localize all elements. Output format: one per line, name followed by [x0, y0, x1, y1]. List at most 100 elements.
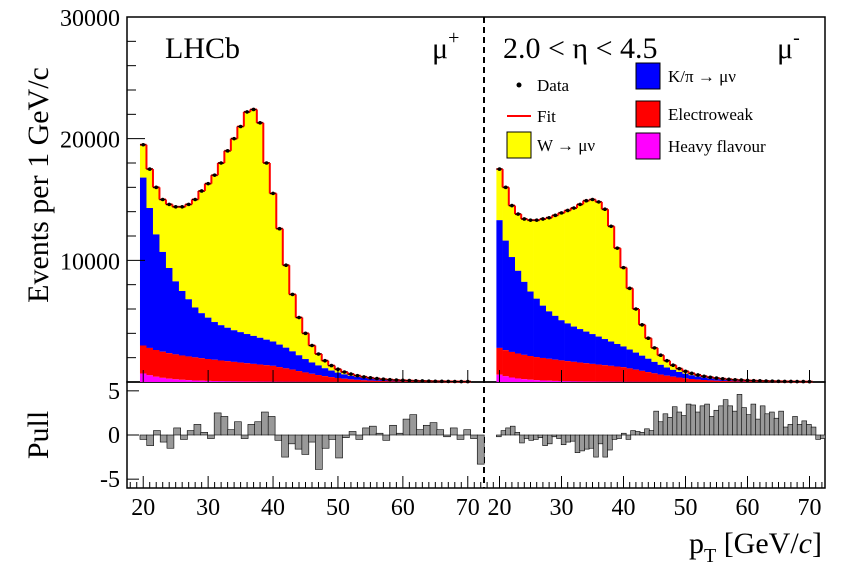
mu_minus-pull-bar [778, 410, 784, 436]
mu_minus-kpi-bar [515, 270, 522, 354]
mu_minus-ew-bar [670, 376, 677, 382]
mu_plus-hf-bar [243, 381, 251, 382]
mu-plus-sign: + [448, 27, 459, 49]
mu_minus-kpi-bar [645, 358, 652, 373]
mu_minus-pull-bar [750, 403, 757, 436]
mu_minus-pull-bar [653, 410, 659, 436]
mu_minus-pull-bar [746, 414, 752, 436]
mu_minus-ew-bar [713, 380, 720, 382]
mu_plus-kpi-bar [250, 335, 258, 364]
mu_minus-w-bar [645, 338, 652, 359]
mu_plus-w-bar [250, 109, 258, 336]
mu_minus-hf-bar [521, 379, 528, 382]
mu_minus-kpi-bar [601, 339, 609, 366]
mu_plus-pull-bar [315, 434, 323, 470]
mu_plus-ew-bar [367, 380, 374, 382]
mu_plus-pull-bar [281, 434, 289, 458]
mu_plus-pull-bar [328, 434, 337, 440]
mu_plus-pull-bar [369, 425, 377, 436]
mu_plus-pull-bar [220, 416, 229, 436]
mu_minus-pull-bar [764, 413, 770, 436]
mu_plus-pull-bar [308, 434, 316, 443]
mu_minus-pull-bar [662, 413, 669, 436]
mu_plus-ew-bar [191, 357, 199, 381]
mu_plus-hf-bar [224, 381, 232, 382]
mu-plus-label: μ+ [432, 27, 459, 65]
mu_plus-ew-bar [165, 353, 173, 379]
mu_plus-ew-bar [282, 368, 290, 382]
mu_minus-pull-bar [685, 403, 692, 436]
mu_minus-kpi-bar [608, 341, 615, 366]
mu_minus-ew-bar [725, 381, 733, 382]
mu_minus-hf-bar [533, 380, 541, 382]
mu_plus-ew-bar [263, 365, 271, 382]
mu_minus-hf-bar [552, 380, 559, 382]
mu_minus-ew-bar [719, 380, 727, 382]
mu_plus-kpi-bar [237, 332, 245, 363]
mu_plus-ew-bar [159, 351, 167, 378]
mu-minus-sign: - [793, 27, 800, 49]
y-tick-label: 10000 [60, 249, 120, 275]
legend: Data Fit W → μν K/π → μν Electroweak Hea… [506, 62, 766, 160]
mu_minus-hf-bar [570, 381, 578, 382]
mu_plus-kpi-bar [172, 281, 180, 355]
mu_minus-ew-bar [502, 350, 510, 377]
mu_plus-pull-bar [301, 434, 310, 455]
mu_minus-pull-bar [634, 431, 641, 436]
mu_plus-pull-bar [382, 434, 391, 441]
mu_minus-ew-bar [608, 365, 615, 382]
mu_plus-w-bar [243, 111, 251, 335]
mu_plus-pull-bar [294, 434, 303, 450]
mu_plus-ew-bar [178, 355, 186, 380]
mu_plus-ew-bar [224, 361, 232, 382]
mu_plus-w-bar [282, 265, 290, 348]
mu_plus-w-bar [237, 126, 245, 333]
mu_minus-pull-bar [708, 416, 715, 436]
mu_minus-pull-bar [671, 406, 678, 436]
mu_plus-pull-bar [261, 411, 269, 436]
mu_minus-pull-bar [667, 417, 673, 436]
mu_minus-pull-bar [699, 405, 706, 436]
mu_plus-ew-bar [321, 376, 329, 382]
mu_plus-ew-bar [204, 359, 212, 381]
mu_minus-kpi-bar [552, 315, 559, 360]
mu_minus-pull-bar [676, 411, 683, 436]
mu_plus-pull-bar [247, 424, 256, 436]
mu_minus-kpi-bar [670, 369, 677, 377]
mu_minus-hf-bar [539, 380, 547, 382]
mu_minus-kpi-bar [651, 361, 658, 374]
x-tick-label: 70 [456, 495, 480, 521]
mu_plus-w-bar [152, 187, 160, 235]
mu_minus-w-bar [527, 220, 534, 292]
mu_plus-hf-bar [211, 381, 219, 382]
mu_minus-w-bar [670, 365, 677, 370]
mu_plus-ew-bar [347, 379, 355, 382]
mu_plus-w-bar [217, 163, 225, 326]
mu_plus-kpi-bar [224, 327, 232, 362]
mu_minus-pull-bar [796, 424, 803, 436]
mu_plus-w-bar [302, 333, 310, 360]
legend-w-box [506, 131, 532, 159]
mu_plus-pull-bar [342, 434, 350, 438]
mu_plus-kpi-bar [341, 374, 348, 379]
mu_plus-kpi-bar [308, 362, 316, 374]
pull-axis-label: Pull [22, 411, 55, 459]
mu_minus-kpi-bar [527, 291, 534, 357]
mu_plus-ew-bar [289, 369, 297, 382]
mu_plus-kpi-bar [165, 268, 173, 354]
mu_plus-ew-bar [386, 381, 394, 382]
mu_minus-pull-bar [551, 434, 558, 438]
mu_minus-ew-bar [614, 366, 621, 382]
mu_minus-w-bar [608, 226, 615, 342]
mu_minus-pull-bar [509, 425, 516, 436]
mu_minus-w-bar [552, 215, 559, 316]
mu_minus-pull-bar [695, 411, 701, 436]
mu_minus-ew-bar [521, 354, 528, 380]
mu_plus-pull-bar [227, 429, 235, 436]
mu_plus-kpi-bar [282, 347, 290, 369]
x-tick-label: 50 [326, 495, 350, 521]
mu_minus-pull-bar [732, 410, 738, 436]
mu_minus-ew-bar [527, 356, 534, 380]
mu_plus-hf-bar [178, 379, 186, 382]
